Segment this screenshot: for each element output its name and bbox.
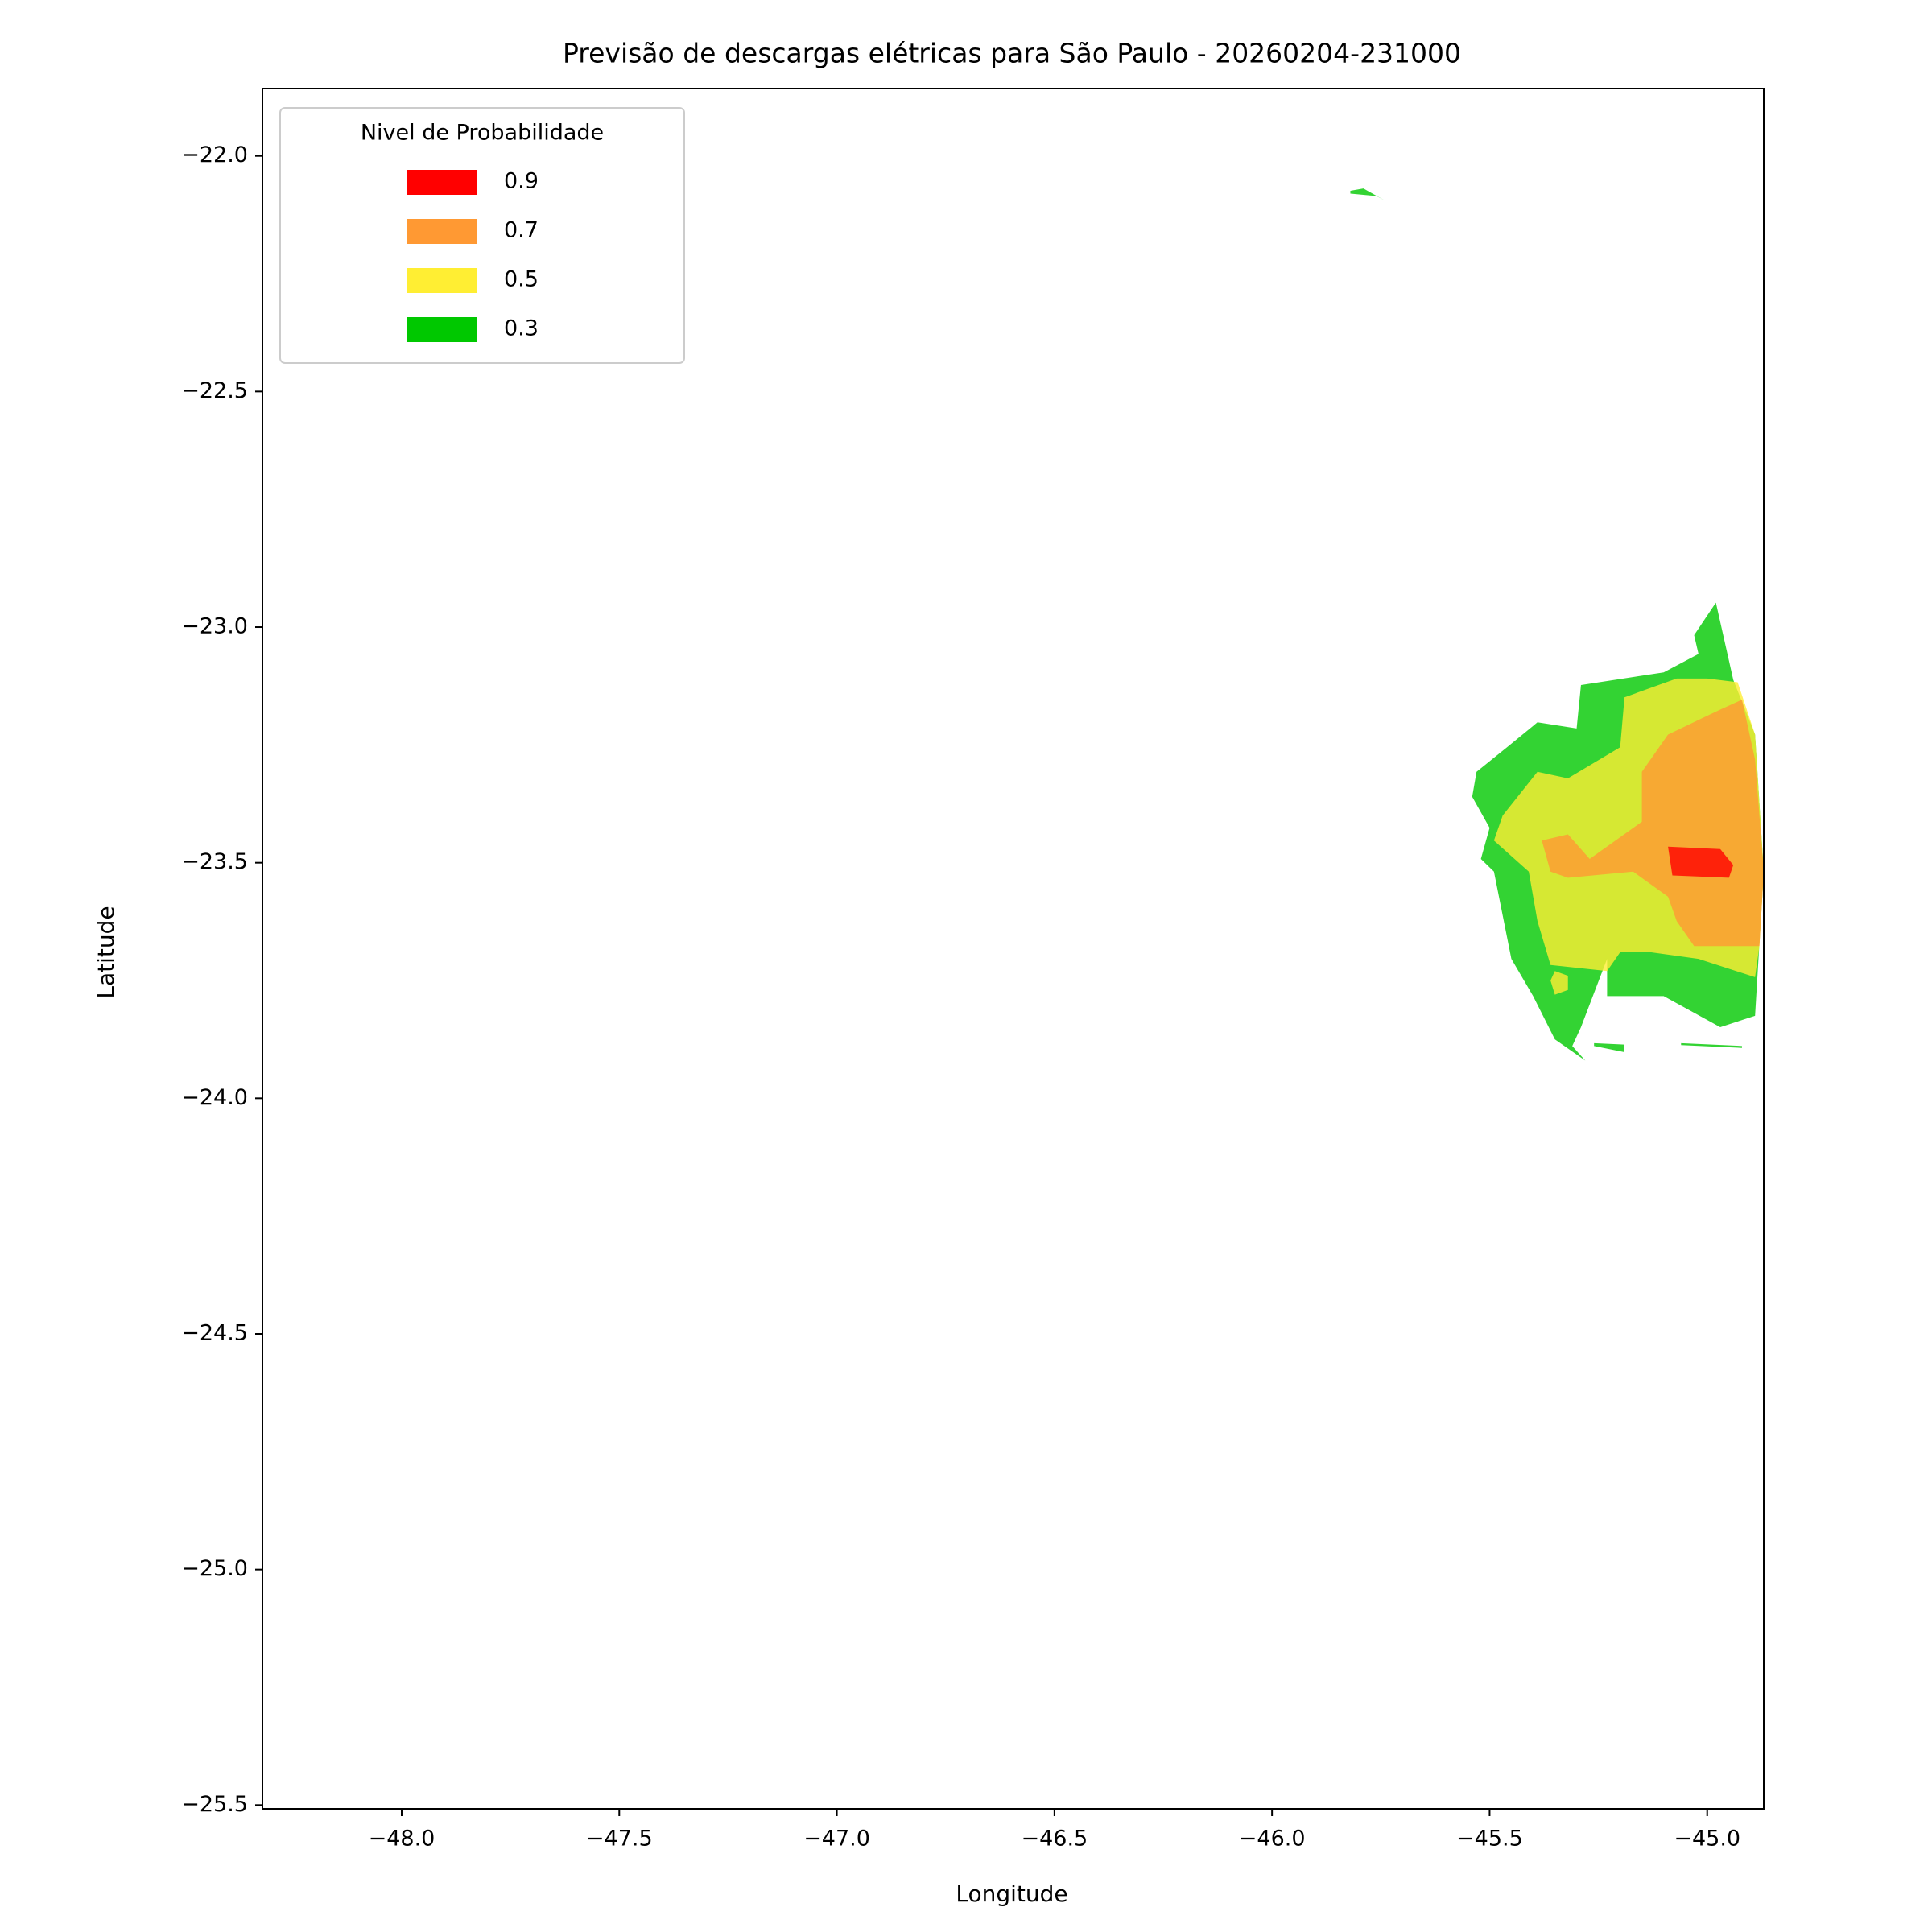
x-tick-label: −46.5	[1021, 1827, 1088, 1852]
legend-label: 0.9	[504, 169, 539, 194]
y-tick-label: −25.0	[181, 1556, 248, 1581]
legend-swatch	[407, 268, 477, 293]
y-tick-label: −25.5	[181, 1792, 248, 1817]
legend-title: Nivel de Probabilidade	[361, 121, 604, 146]
legend-label: 0.3	[504, 316, 539, 341]
y-tick-label: −24.0	[181, 1085, 248, 1110]
contour-region	[1681, 1042, 1742, 1048]
legend-label: 0.5	[504, 267, 539, 292]
contour-region	[1350, 188, 1385, 201]
x-tick-label: −47.0	[803, 1827, 870, 1852]
legend-swatch	[407, 219, 477, 244]
y-axis-label: Latitude	[93, 906, 119, 998]
legend-label: 0.7	[504, 218, 539, 243]
legend-swatch	[407, 317, 477, 342]
plot-area	[1350, 188, 1764, 1061]
contour-region	[1594, 1042, 1625, 1052]
x-tick-label: −45.5	[1456, 1827, 1523, 1852]
x-axis-label: Longitude	[956, 1880, 1067, 1907]
x-tick-label: −47.5	[586, 1827, 653, 1852]
x-tick-label: −48.0	[369, 1827, 436, 1852]
contour-region	[1542, 700, 1764, 947]
chart-title: Previsão de descargas elétricas para São…	[563, 38, 1461, 69]
legend-swatch	[407, 170, 477, 195]
x-tick-label: −46.0	[1239, 1827, 1306, 1852]
contour-region	[1550, 971, 1568, 995]
y-tick-label: −22.0	[181, 142, 248, 167]
y-tick-label: −23.0	[181, 614, 248, 639]
contour-region	[1668, 846, 1734, 878]
legend-box	[279, 107, 685, 364]
plot-frame	[262, 88, 1765, 1810]
x-tick-label: −45.0	[1674, 1827, 1740, 1852]
y-tick-label: −23.5	[181, 849, 248, 874]
y-tick-label: −22.5	[181, 378, 248, 403]
y-tick-label: −24.5	[181, 1320, 248, 1345]
